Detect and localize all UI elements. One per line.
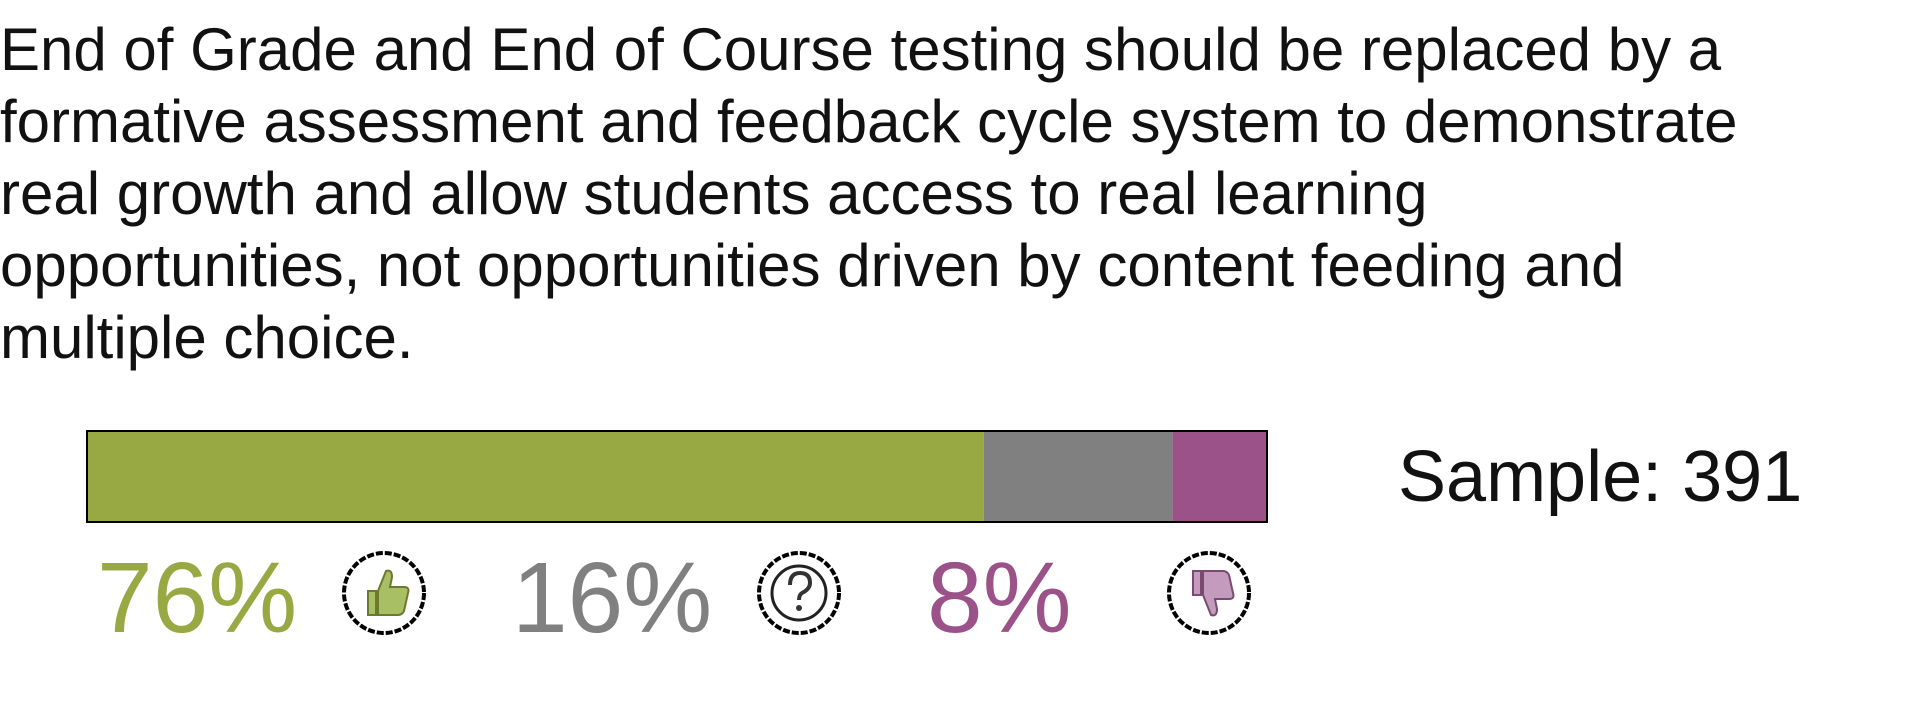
thumbs-up-icon (342, 551, 426, 635)
value-label: 76% (97, 542, 297, 654)
bar-segment (1172, 431, 1267, 522)
statement: End of Grade and End of Course testing s… (0, 16, 1738, 371)
thumbs-down-icon (1167, 551, 1251, 635)
bar-frame (86, 430, 1268, 523)
value-label: 8% (927, 542, 1072, 654)
sample-size: Sample: 391 (1398, 437, 1802, 517)
icons (342, 551, 1251, 635)
bar-segment (983, 431, 1173, 522)
bar-segment (87, 431, 984, 522)
value-label: 16% (512, 542, 712, 654)
question-icon (757, 551, 841, 635)
